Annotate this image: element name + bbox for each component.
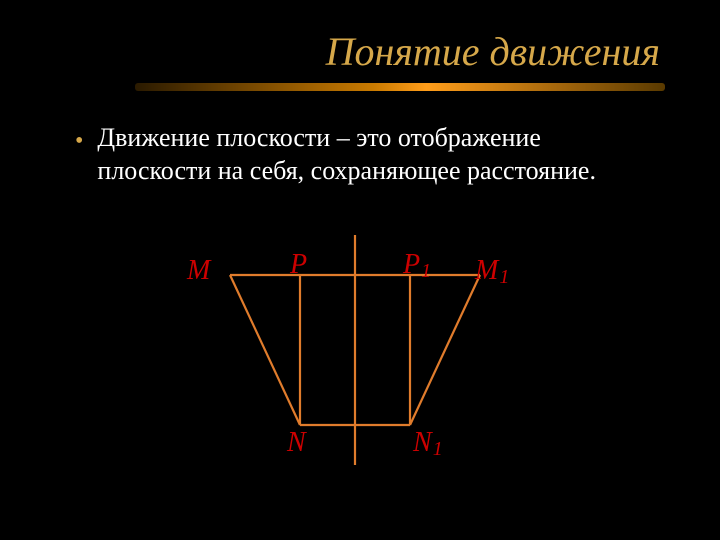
bullet-icon: •	[75, 126, 83, 156]
point-label: N1	[413, 427, 443, 461]
body-text-block: • Движение плоскости – это отображение п…	[75, 122, 660, 187]
point-label: P1	[403, 249, 431, 283]
body-text: Движение плоскости – это отображение пло…	[97, 122, 660, 187]
point-label: M	[187, 255, 210, 287]
point-label: P	[290, 249, 307, 281]
point-label: N	[287, 427, 306, 459]
point-label: M1	[475, 255, 509, 289]
title-underline	[135, 83, 665, 91]
geometry-diagram: M P P1 M1 N N1	[175, 225, 535, 515]
slide-title: Понятие движения	[326, 28, 660, 75]
